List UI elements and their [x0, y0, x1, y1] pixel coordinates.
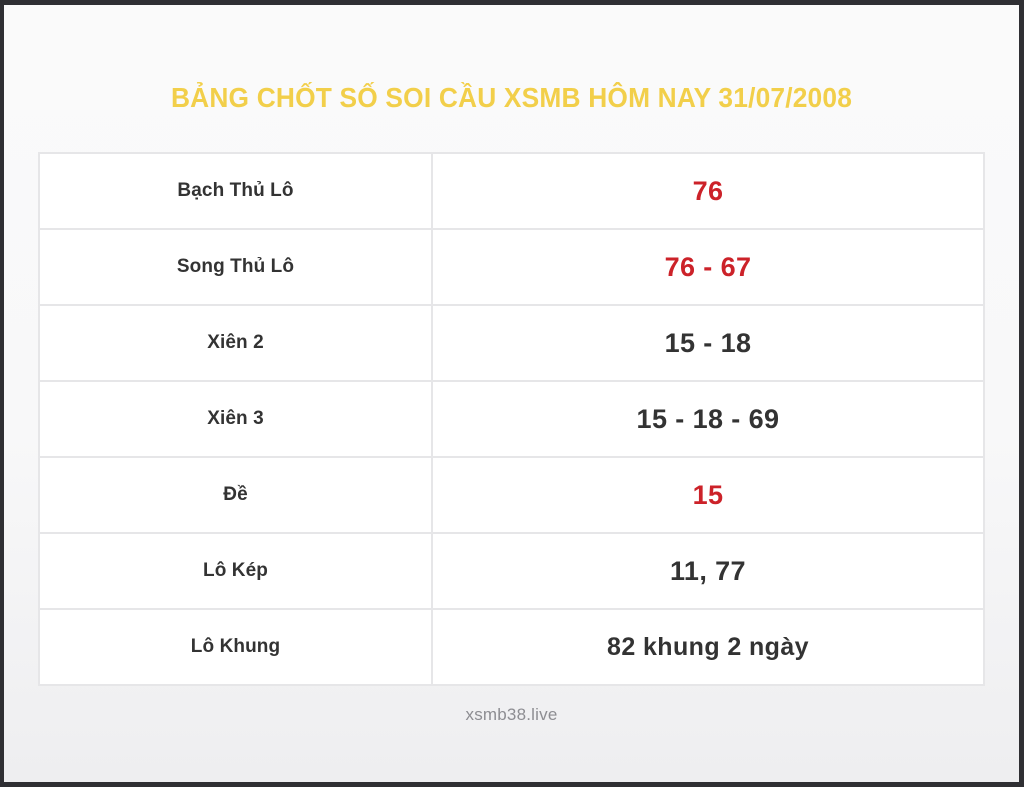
row-value: 15: [431, 456, 985, 534]
prediction-table-body: Bạch Thủ Lô 76 Song Thủ Lô 76 - 67 Xiên …: [38, 152, 985, 686]
table-row: Bạch Thủ Lô 76: [38, 152, 985, 230]
row-label: Xiên 3: [38, 380, 433, 458]
site-watermark: xsmb38.live: [465, 705, 558, 724]
row-label: Lô Kép: [38, 532, 433, 610]
table-row: Đề 15: [38, 456, 985, 534]
row-value: 82 khung 2 ngày: [431, 608, 985, 686]
row-label: Đề: [38, 456, 433, 534]
row-label: Xiên 2: [38, 304, 433, 382]
row-value: 76 - 67: [431, 228, 985, 306]
table-row: Song Thủ Lô 76 - 67: [38, 228, 985, 306]
row-label: Lô Khung: [38, 608, 433, 686]
page-canvas: BẢNG CHỐT SỐ SOI CẦU XSMB HÔM NAY 31/07/…: [4, 5, 1019, 782]
row-value: 15 - 18: [431, 304, 985, 382]
row-label: Song Thủ Lô: [38, 228, 433, 306]
table-row: Xiên 2 15 - 18: [38, 304, 985, 382]
row-value: 76: [431, 152, 985, 230]
row-value: 15 - 18 - 69: [431, 380, 985, 458]
image-frame: BẢNG CHỐT SỐ SOI CẦU XSMB HÔM NAY 31/07/…: [4, 5, 1019, 782]
row-label: Bạch Thủ Lô: [38, 152, 433, 230]
table-row: Lô Khung 82 khung 2 ngày: [38, 608, 985, 686]
table-row: Xiên 3 15 - 18 - 69: [38, 380, 985, 458]
prediction-table: Bạch Thủ Lô 76 Song Thủ Lô 76 - 67 Xiên …: [38, 152, 985, 686]
page-title: BẢNG CHỐT SỐ SOI CẦU XSMB HÔM NAY 31/07/…: [170, 82, 853, 113]
table-row: Lô Kép 11, 77: [38, 532, 985, 610]
row-value: 11, 77: [431, 532, 985, 610]
